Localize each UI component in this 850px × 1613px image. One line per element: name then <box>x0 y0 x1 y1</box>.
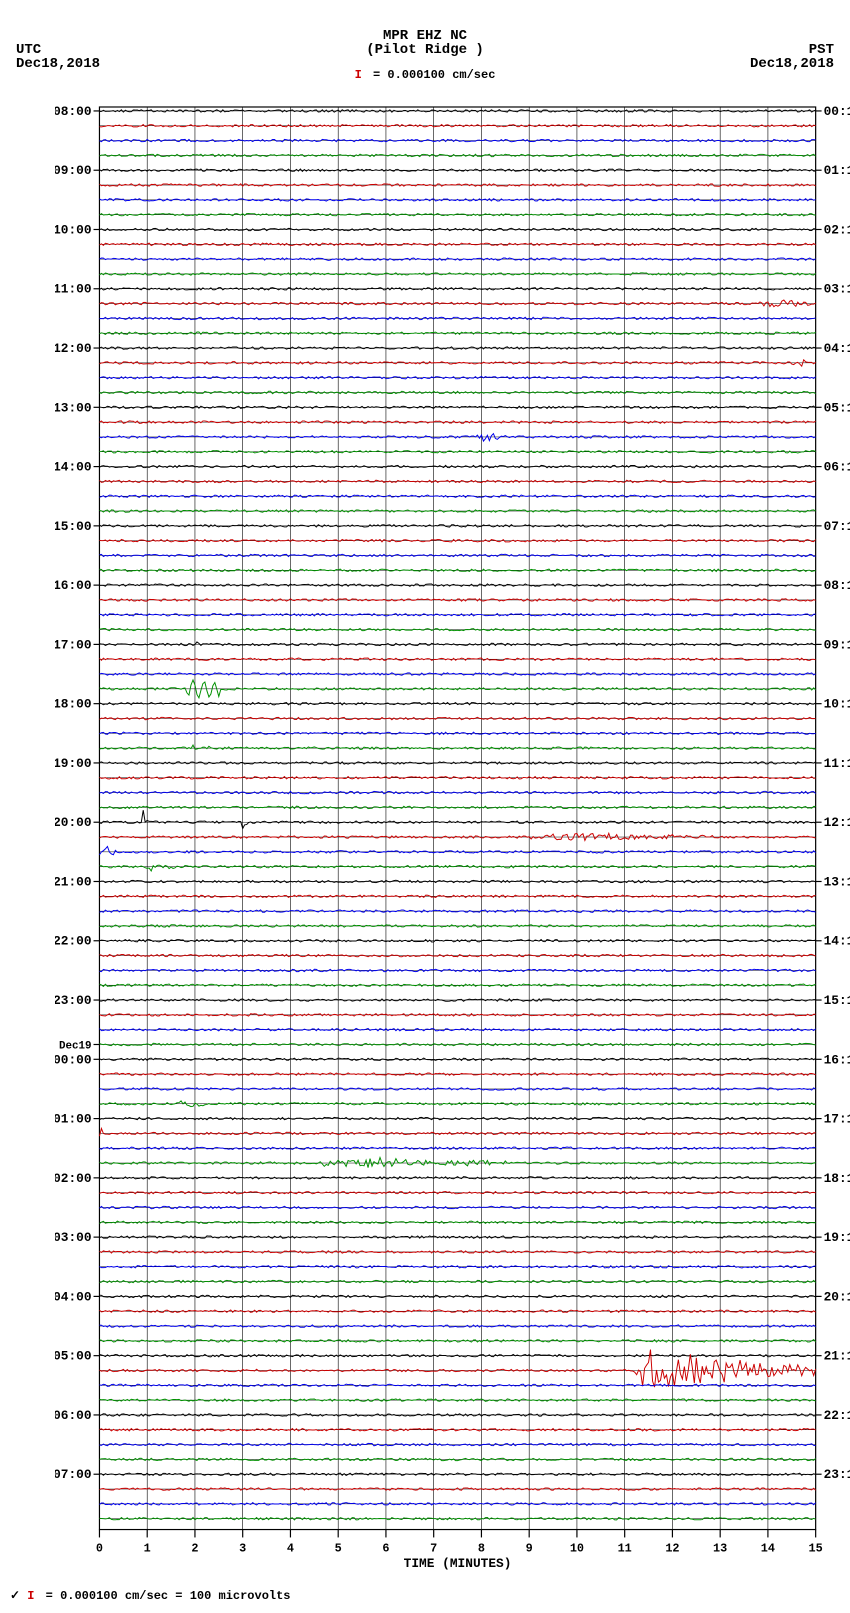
svg-text:15: 15 <box>809 1541 823 1555</box>
footer-scale: ✓ I = 0.000100 cm/sec = 100 microvolts <box>10 1588 291 1603</box>
svg-text:00:00: 00:00 <box>55 1052 92 1067</box>
svg-text:13:00: 13:00 <box>55 400 92 415</box>
date-right-label: Dec18,2018 <box>750 56 834 72</box>
svg-text:07:15: 07:15 <box>824 519 850 534</box>
svg-text:01:00: 01:00 <box>55 1112 92 1127</box>
svg-text:03:15: 03:15 <box>824 282 850 297</box>
svg-text:18:15: 18:15 <box>824 1171 850 1186</box>
svg-text:12: 12 <box>665 1541 679 1555</box>
svg-text:14: 14 <box>761 1541 775 1555</box>
station-name: (Pilot Ridge ) <box>0 42 850 58</box>
svg-text:21:15: 21:15 <box>824 1349 850 1364</box>
footer-scale-text: = 0.000100 cm/sec = 100 microvolts <box>46 1589 291 1603</box>
svg-text:04:00: 04:00 <box>55 1289 92 1304</box>
footer-scale-bar-icon: I <box>27 1589 34 1603</box>
svg-text:05:00: 05:00 <box>55 1349 92 1364</box>
svg-text:09:15: 09:15 <box>824 637 850 652</box>
svg-text:10:00: 10:00 <box>55 222 92 237</box>
svg-text:Dec19: Dec19 <box>59 1040 92 1052</box>
svg-text:18:00: 18:00 <box>55 697 92 712</box>
svg-text:5: 5 <box>335 1541 342 1555</box>
svg-text:14:00: 14:00 <box>55 460 92 475</box>
svg-text:11:15: 11:15 <box>824 756 850 771</box>
svg-text:20:15: 20:15 <box>824 1289 850 1304</box>
svg-text:17:00: 17:00 <box>55 637 92 652</box>
svg-text:12:15: 12:15 <box>824 815 850 830</box>
svg-text:3: 3 <box>239 1541 246 1555</box>
svg-text:12:00: 12:00 <box>55 341 92 356</box>
svg-text:13: 13 <box>713 1541 727 1555</box>
scale-text: = 0.000100 cm/sec <box>373 68 495 82</box>
svg-text:7: 7 <box>430 1541 437 1555</box>
date-left-label: Dec18,2018 <box>16 56 100 72</box>
scale-caption: I = 0.000100 cm/sec <box>0 68 850 82</box>
svg-text:19:15: 19:15 <box>824 1230 850 1245</box>
svg-text:9: 9 <box>526 1541 533 1555</box>
svg-text:22:15: 22:15 <box>824 1408 850 1423</box>
svg-text:07:00: 07:00 <box>55 1467 92 1482</box>
seismogram-page: MPR EHZ NC (Pilot Ridge ) I = 0.000100 c… <box>0 0 850 1613</box>
seismogram-svg: 0123456789101112131415TIME (MINUTES)08:0… <box>55 90 850 1590</box>
svg-text:2: 2 <box>191 1541 198 1555</box>
svg-text:11:00: 11:00 <box>55 282 92 297</box>
seismogram-plot: 0123456789101112131415TIME (MINUTES)08:0… <box>55 90 780 1530</box>
svg-text:17:15: 17:15 <box>824 1112 850 1127</box>
svg-text:06:00: 06:00 <box>55 1408 92 1423</box>
svg-text:09:00: 09:00 <box>55 163 92 178</box>
svg-text:11: 11 <box>618 1541 632 1555</box>
svg-text:10: 10 <box>570 1541 584 1555</box>
svg-text:13:15: 13:15 <box>824 874 850 889</box>
svg-text:19:00: 19:00 <box>55 756 92 771</box>
footer-prefix-tick: ✓ <box>10 1589 20 1603</box>
svg-text:02:00: 02:00 <box>55 1171 92 1186</box>
svg-text:4: 4 <box>287 1541 294 1555</box>
svg-text:08:15: 08:15 <box>824 578 850 593</box>
svg-text:00:15: 00:15 <box>824 104 850 119</box>
svg-text:6: 6 <box>382 1541 389 1555</box>
svg-text:01:15: 01:15 <box>824 163 850 178</box>
svg-text:02:15: 02:15 <box>824 222 850 237</box>
svg-text:21:00: 21:00 <box>55 874 92 889</box>
svg-text:08:00: 08:00 <box>55 104 92 119</box>
svg-text:15:00: 15:00 <box>55 519 92 534</box>
svg-text:14:15: 14:15 <box>824 934 850 949</box>
svg-text:8: 8 <box>478 1541 485 1555</box>
svg-text:06:15: 06:15 <box>824 460 850 475</box>
scale-bar-icon: I <box>355 68 362 82</box>
svg-text:1: 1 <box>144 1541 151 1555</box>
svg-text:23:15: 23:15 <box>824 1467 850 1482</box>
svg-text:05:15: 05:15 <box>824 400 850 415</box>
svg-text:22:00: 22:00 <box>55 934 92 949</box>
svg-text:10:15: 10:15 <box>824 697 850 712</box>
svg-text:16:00: 16:00 <box>55 578 92 593</box>
svg-text:15:15: 15:15 <box>824 993 850 1008</box>
svg-text:TIME (MINUTES): TIME (MINUTES) <box>404 1556 512 1571</box>
svg-text:03:00: 03:00 <box>55 1230 92 1245</box>
svg-text:23:00: 23:00 <box>55 993 92 1008</box>
svg-text:20:00: 20:00 <box>55 815 92 830</box>
svg-text:0: 0 <box>96 1541 103 1555</box>
svg-text:04:15: 04:15 <box>824 341 850 356</box>
svg-text:16:15: 16:15 <box>824 1052 850 1067</box>
